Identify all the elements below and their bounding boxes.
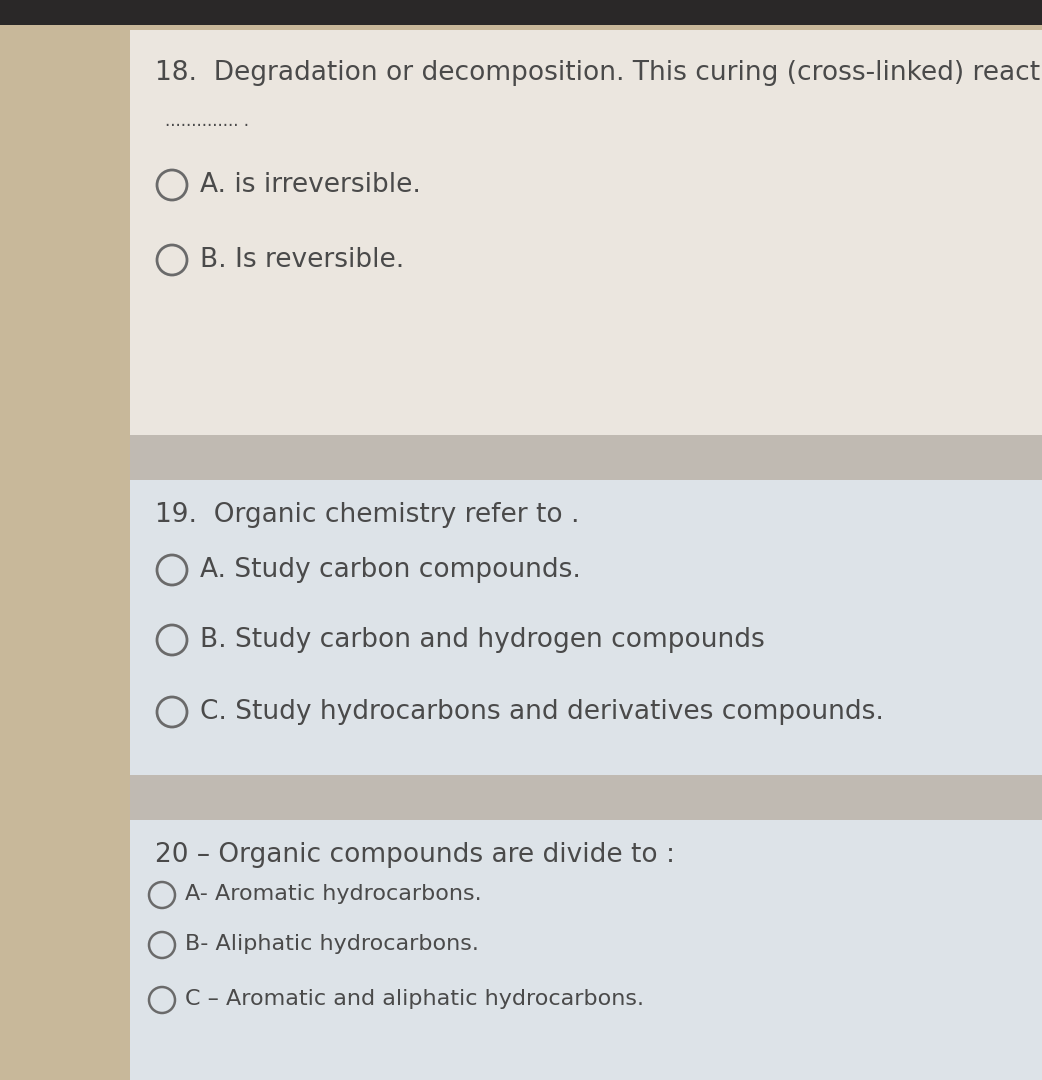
Text: A. is irreversible.: A. is irreversible. <box>200 172 421 198</box>
Text: A- Aromatic hydrocarbons.: A- Aromatic hydrocarbons. <box>185 885 481 904</box>
FancyBboxPatch shape <box>130 820 1042 1080</box>
Text: .............. .: .............. . <box>165 112 249 130</box>
FancyBboxPatch shape <box>130 480 1042 775</box>
Text: B. Is reversible.: B. Is reversible. <box>200 247 404 273</box>
Text: C – Aromatic and aliphatic hydrocarbons.: C – Aromatic and aliphatic hydrocarbons. <box>185 989 644 1009</box>
Text: 19.  Organic chemistry refer to .: 19. Organic chemistry refer to . <box>155 502 579 528</box>
Text: 20 – Organic compounds are divide to :: 20 – Organic compounds are divide to : <box>155 842 675 868</box>
FancyBboxPatch shape <box>130 435 1042 480</box>
Text: B. Study carbon and hydrogen compounds: B. Study carbon and hydrogen compounds <box>200 627 765 653</box>
FancyBboxPatch shape <box>0 0 1042 25</box>
FancyBboxPatch shape <box>130 30 1042 435</box>
Text: A. Study carbon compounds.: A. Study carbon compounds. <box>200 557 580 583</box>
Text: C. Study hydrocarbons and derivatives compounds.: C. Study hydrocarbons and derivatives co… <box>200 699 884 725</box>
FancyBboxPatch shape <box>130 775 1042 820</box>
Text: B- Aliphatic hydrocarbons.: B- Aliphatic hydrocarbons. <box>185 934 479 954</box>
Text: 18.  Degradation or decomposition. This curing (cross-linked) reaction: 18. Degradation or decomposition. This c… <box>155 60 1042 86</box>
